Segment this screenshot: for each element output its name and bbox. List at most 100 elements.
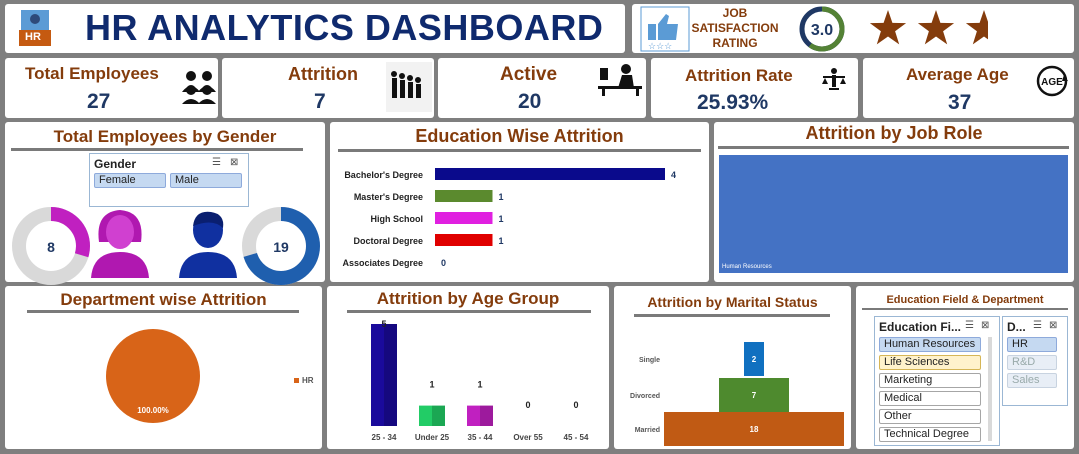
- field-option[interactable]: Marketing: [879, 373, 981, 388]
- star-icon: [917, 10, 955, 45]
- category-label: Associates Degree: [342, 258, 423, 268]
- clear-filter-icon[interactable]: ⊠: [230, 157, 239, 168]
- kpi-total-employees: Total Employees 27: [5, 58, 218, 118]
- kpi-label: Active: [500, 64, 558, 85]
- header-panel: HR HR ANALYTICS DASHBOARD: [5, 4, 625, 53]
- job-role-treemap-tile[interactable]: Human Resources: [719, 155, 1068, 273]
- multi-select-icon[interactable]: ☰: [965, 320, 974, 331]
- satisfaction-value: 3.0: [811, 22, 833, 39]
- kpi-label: Attrition: [288, 64, 358, 84]
- kpi-label: Average Age: [906, 65, 1009, 84]
- female-user-icon: [91, 210, 149, 278]
- category-label: High School: [371, 214, 424, 224]
- male-donut: 19: [242, 207, 320, 285]
- title-underline: [338, 149, 701, 152]
- category-label: 25 - 34: [372, 433, 397, 442]
- slice-label: 100.00%: [137, 406, 169, 415]
- svg-text:☆☆☆: ☆☆☆: [648, 41, 672, 51]
- male-user-icon: [179, 211, 237, 278]
- dept-option[interactable]: HR: [1007, 337, 1057, 352]
- bar[interactable]: [435, 234, 493, 246]
- data-label: 7: [752, 391, 757, 400]
- hr-logo: HR: [17, 10, 53, 48]
- dashboard-title: HR ANALYTICS DASHBOARD: [85, 7, 604, 48]
- job-role-panel: Attrition by Job Role Human Resources: [714, 122, 1074, 282]
- age-group-bar-chart: 5 25 - 34 1 Under 25 1 35 - 44 0 Over 55 0 45 - 5…: [371, 319, 589, 442]
- title-underline: [11, 148, 303, 151]
- category-label: Single: [639, 357, 660, 364]
- kpi-average-age: Average Age 37 AGE: [863, 58, 1074, 118]
- data-label: 1: [499, 192, 504, 202]
- marital-status-panel: Attrition by Marital Status 2 Single 7 Divo…: [614, 286, 851, 449]
- chart-title: Education Wise Attrition: [415, 126, 624, 146]
- legend-label: HR: [302, 376, 314, 385]
- slicer-title: D...: [1007, 320, 1026, 334]
- bar-shade: [384, 324, 397, 426]
- kpi-value: 20: [518, 90, 542, 113]
- bar[interactable]: [435, 190, 493, 202]
- category-label: Master's Degree: [354, 192, 423, 202]
- person-balance-icon: [822, 68, 846, 90]
- bar[interactable]: [467, 405, 493, 426]
- pie-slice[interactable]: [106, 329, 200, 423]
- bar[interactable]: [744, 342, 764, 376]
- data-label: 2: [752, 355, 757, 364]
- data-label: 0: [441, 258, 446, 268]
- title-underline: [634, 314, 830, 317]
- data-label: 0: [573, 400, 578, 410]
- dept-option[interactable]: Sales: [1007, 373, 1057, 388]
- data-label: 0: [525, 400, 530, 410]
- bar-shade: [480, 405, 493, 426]
- edu-dept-panel: Education Field & Department Education F…: [856, 286, 1074, 449]
- chart-title: Attrition by Job Role: [805, 123, 983, 143]
- title-underline: [862, 308, 1068, 310]
- clear-filter-icon[interactable]: ⊠: [1049, 320, 1058, 331]
- data-label: 1: [477, 380, 482, 390]
- kpi-label: Attrition Rate: [685, 66, 793, 85]
- clear-filter-icon[interactable]: ⊠: [981, 320, 990, 331]
- bar[interactable]: [371, 324, 397, 426]
- data-label: 1: [499, 236, 504, 246]
- dept-option[interactable]: R&D: [1007, 355, 1057, 370]
- bar[interactable]: [435, 212, 493, 224]
- department-pie-chart: 100.00% HR: [106, 329, 314, 423]
- bar[interactable]: [419, 405, 445, 426]
- kpi-active: Active 20: [438, 58, 646, 118]
- thumbs-up-icon: ☆☆☆: [640, 6, 690, 52]
- kpi-attrition-rate: Attrition Rate 25.93%: [651, 58, 858, 118]
- female-count: 8: [47, 239, 55, 255]
- category-label: Bachelor's Degree: [344, 170, 423, 180]
- field-option[interactable]: Technical Degree: [879, 427, 981, 442]
- multi-select-icon[interactable]: ☰: [212, 157, 221, 168]
- slicer-scrollbar[interactable]: [988, 337, 992, 441]
- category-label: Under 25: [415, 433, 450, 442]
- multi-select-icon[interactable]: ☰: [1033, 320, 1042, 331]
- data-label: 18: [750, 425, 759, 434]
- field-option[interactable]: Human Resources: [879, 337, 981, 352]
- person-at-desk-icon: [598, 64, 642, 96]
- male-count: 19: [273, 239, 289, 255]
- satisfaction-panel: ☆☆☆ JOB SATISFACTION RATING 3.0: [632, 4, 1074, 53]
- department-attrition-panel: Department wise Attrition 100.00% HR: [5, 286, 322, 449]
- chart-title: Department wise Attrition: [60, 290, 267, 309]
- bar[interactable]: [435, 168, 665, 180]
- education-attrition-panel: Education Wise Attrition Bachelor's Degr…: [330, 122, 709, 282]
- bar[interactable]: [664, 412, 844, 446]
- kpi-value: 37: [948, 91, 972, 114]
- data-label: 4: [671, 170, 676, 180]
- bar[interactable]: [719, 378, 789, 412]
- field-option[interactable]: Medical: [879, 391, 981, 406]
- data-label: 5: [381, 319, 386, 329]
- field-option[interactable]: Other: [879, 409, 981, 424]
- title-underline: [347, 310, 591, 313]
- gender-option-female[interactable]: Female: [94, 173, 166, 188]
- female-donut: 8: [12, 207, 90, 285]
- people-leaving-icon: [386, 62, 432, 112]
- field-option[interactable]: Life Sciences: [879, 355, 981, 370]
- department-slicer: D... ☰ ⊠ HR R&D Sales: [1002, 316, 1068, 406]
- treemap-label: Human Resources: [722, 264, 772, 270]
- kpi-label: Total Employees: [25, 64, 159, 83]
- gender-option-male[interactable]: Male: [170, 173, 242, 188]
- category-label: Over 55: [513, 433, 543, 442]
- kpi-value: 27: [87, 90, 111, 113]
